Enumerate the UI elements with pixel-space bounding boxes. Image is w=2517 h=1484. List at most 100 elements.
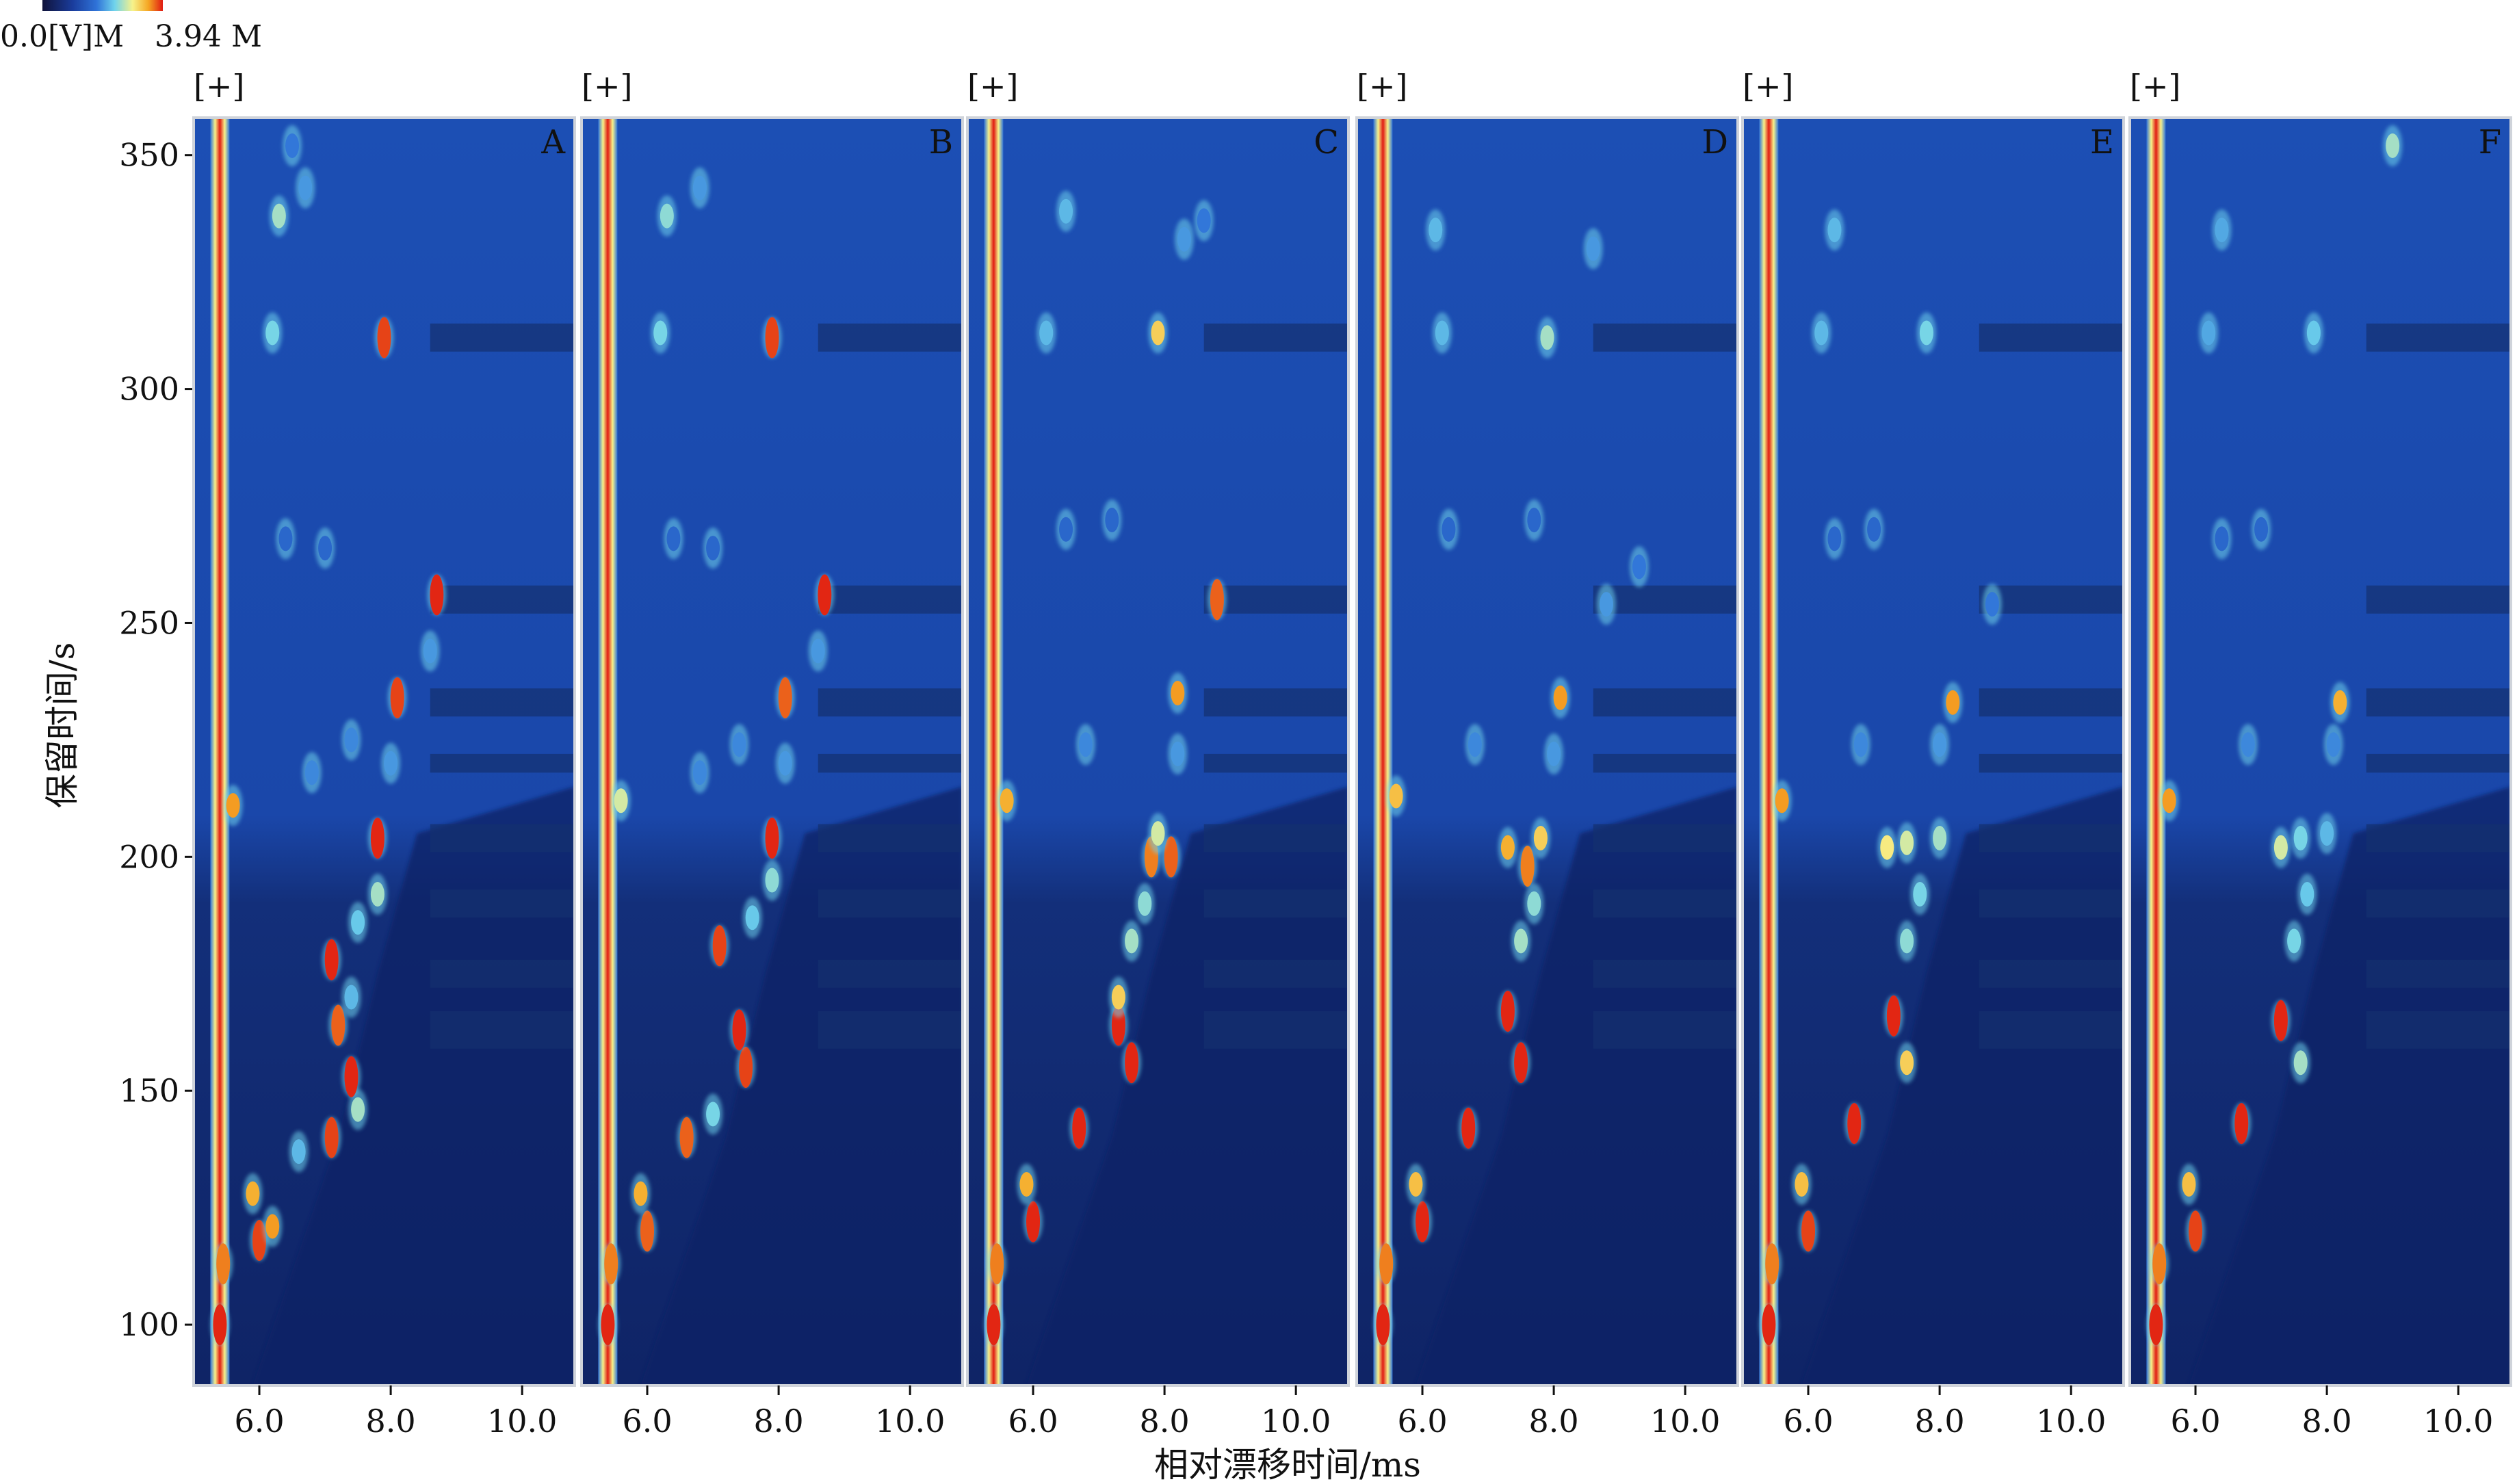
band (1203, 1011, 1348, 1049)
spot (2215, 218, 2229, 243)
band (818, 889, 963, 918)
x-tick-label: 6.0 (2170, 1403, 2220, 1440)
depletion-region (1026, 786, 1348, 1385)
band (1593, 323, 1738, 352)
spot (2273, 1000, 2288, 1041)
spot (252, 1220, 267, 1262)
spot (604, 1243, 618, 1285)
band (2366, 688, 2511, 717)
spot (1151, 821, 1165, 846)
colorbar-max-label: 3.94 M (155, 19, 262, 54)
y-tick-label: 350 (119, 137, 179, 174)
band (1979, 1011, 2124, 1049)
band (1203, 889, 1348, 918)
band (1593, 753, 1738, 773)
panel-plot-area (967, 118, 1348, 1385)
spot (712, 925, 727, 967)
spot (1442, 517, 1456, 542)
x-tick-label: 6.0 (1008, 1403, 1058, 1440)
spot (1072, 1107, 1086, 1149)
spot (1586, 236, 1600, 261)
band (1593, 889, 1738, 918)
x-tick-label: 8.0 (754, 1403, 804, 1440)
x-tick-label: 8.0 (1915, 1403, 1965, 1440)
spot (765, 317, 779, 359)
panel-label: F (2479, 123, 2501, 161)
reactant-ion-peak (210, 118, 230, 1385)
spot (246, 1181, 260, 1206)
band (1203, 753, 1348, 773)
spot (666, 526, 681, 551)
spot (679, 1117, 694, 1158)
band (1203, 688, 1348, 717)
spot (660, 203, 674, 229)
spot (1900, 928, 1914, 954)
colorbar: 0.0[V]M 3.94 M (0, 0, 262, 54)
x-tick-label: 10.0 (2036, 1403, 2106, 1440)
spot (1762, 1304, 1776, 1346)
reactant-ion-peak (598, 118, 618, 1385)
spot (640, 1210, 655, 1252)
spot (430, 574, 444, 616)
spot (732, 732, 746, 757)
band (430, 753, 575, 773)
panel-plot-area (2130, 118, 2511, 1385)
spot (739, 1047, 753, 1089)
y-axis: 100 150 200 250 300 350 (119, 137, 194, 1343)
spot (2234, 1103, 2249, 1145)
x-tick-label: 6.0 (1783, 1403, 1833, 1440)
y-tick-label: 300 (119, 371, 179, 408)
spot (1105, 508, 1119, 533)
panel-D: [+] D 6.0 8.0 10.0 (1355, 68, 1739, 1440)
spot (344, 1056, 358, 1097)
spot (1429, 218, 1443, 243)
spot (2189, 1210, 2203, 1252)
spot (423, 638, 437, 664)
band (430, 824, 575, 852)
y-tick-label: 200 (119, 838, 179, 875)
spot (1933, 732, 1947, 757)
spot (1527, 891, 1541, 916)
spot (2293, 1050, 2308, 1076)
depletion-region (2189, 786, 2511, 1385)
panel-frame (192, 116, 576, 1387)
x-tick-label: 10.0 (1261, 1403, 1331, 1440)
spot (1853, 732, 1868, 757)
spot (351, 1097, 365, 1122)
spot (2300, 882, 2314, 907)
spot (1514, 1042, 1528, 1084)
panel-B: [+] B 6.0 8.0 10.0 (580, 68, 964, 1440)
x-tick-label: 8.0 (1140, 1403, 1190, 1440)
panel-frame (1741, 116, 2125, 1387)
x-tick-label: 8.0 (366, 1403, 416, 1440)
spot (2320, 821, 2334, 846)
panel-plot-area (1743, 118, 2124, 1385)
spot (990, 1243, 1004, 1285)
spot (318, 536, 332, 561)
band (1979, 585, 2124, 614)
spot (1111, 985, 1125, 1010)
spot (1547, 741, 1561, 766)
spot (1125, 1042, 1139, 1084)
spot (1946, 690, 1960, 715)
spot (634, 1181, 648, 1206)
panel-header: [+] (582, 68, 632, 105)
y-tick-label: 100 (119, 1306, 179, 1343)
spot (692, 175, 707, 200)
spot (2386, 133, 2400, 159)
band (818, 688, 963, 717)
spot (1599, 592, 1613, 617)
spot (1019, 1171, 1034, 1197)
band (818, 753, 963, 773)
spot (1409, 1171, 1423, 1197)
x-tick-label: 10.0 (2423, 1403, 2493, 1440)
spot (778, 677, 792, 718)
spot (1210, 579, 1224, 621)
spot (811, 638, 825, 664)
panel-plot-area (1357, 118, 1738, 1385)
x-axis-title: 相对漂移时间/ms (1154, 1445, 1421, 1484)
spot (2306, 320, 2321, 346)
spot (216, 1243, 231, 1285)
panel-label: B (929, 123, 953, 161)
spot (384, 751, 398, 776)
